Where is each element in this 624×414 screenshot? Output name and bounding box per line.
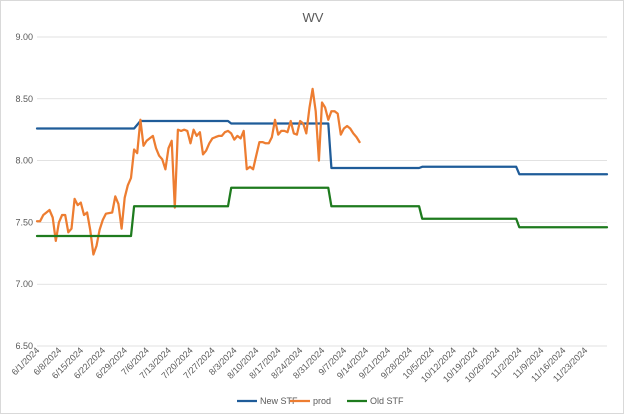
- series-line-prod: [35, 87, 361, 256]
- gridlines: [37, 36, 607, 347]
- y-tick-label: 9.00: [15, 32, 33, 42]
- legend-label: New STF: [260, 396, 298, 406]
- y-tick-label: 8.00: [15, 156, 33, 166]
- legend-label: prod: [313, 396, 331, 406]
- series-lines: [35, 87, 609, 256]
- y-tick-label: 7.50: [15, 217, 33, 227]
- series-line-old-stf: [35, 186, 609, 238]
- x-axis-ticks: 6/1/20246/8/20246/15/20246/22/20246/29/2…: [10, 345, 590, 384]
- series-line-new-stf: [35, 119, 609, 176]
- y-tick-label: 7.00: [15, 279, 33, 289]
- y-tick-label: 6.50: [15, 341, 33, 351]
- y-tick-label: 8.50: [15, 94, 33, 104]
- y-axis-ticks: 6.50 7.00 7.50 8.00 8.50 9.00: [15, 32, 33, 351]
- legend: New STF prod Old STF: [237, 396, 404, 406]
- legend-label: Old STF: [370, 396, 404, 406]
- chart-title: WV: [303, 10, 324, 25]
